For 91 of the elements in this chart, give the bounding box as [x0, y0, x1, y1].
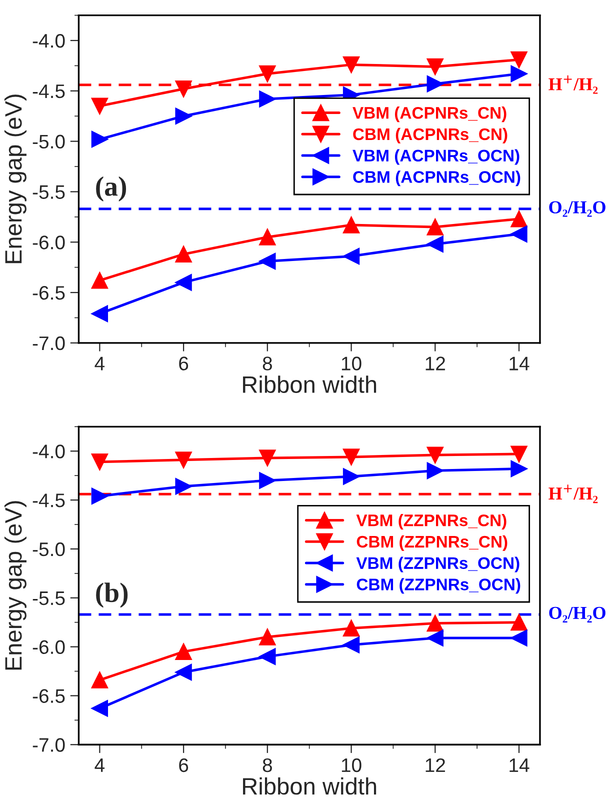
y-tick-label: -5.5 — [32, 592, 65, 606]
y-tick-label: -4.5 — [32, 84, 65, 98]
x-axis-title: Ribbon width — [243, 777, 376, 795]
x-tick-label: 10 — [342, 758, 362, 772]
point — [510, 210, 528, 228]
legend-label: VBM (ZZPNRs_CN) — [356, 514, 506, 530]
point — [175, 664, 192, 681]
point — [426, 236, 444, 252]
point — [342, 56, 360, 74]
x-tick-label: 6 — [179, 356, 188, 370]
point — [342, 468, 360, 485]
legend-label: CBM (ZZPNRs_OCN) — [356, 578, 520, 594]
point — [175, 246, 192, 263]
point — [91, 272, 108, 289]
y-tick-label: -5.0 — [32, 542, 65, 556]
point — [91, 488, 108, 504]
ref-line-label: O₂/H₂O — [549, 201, 606, 217]
y-tick-label: -6.0 — [32, 640, 65, 654]
y-tick-label: -5.5 — [32, 185, 65, 199]
x-tick-label: 6 — [179, 758, 188, 772]
x-tick-label: 12 — [426, 356, 445, 370]
x-tick-label: 8 — [262, 356, 272, 370]
x-tick-label: 4 — [94, 758, 105, 772]
ref-line-label: H$^{+}$/H₂ — [548, 75, 598, 94]
point — [175, 274, 192, 291]
point — [175, 108, 192, 124]
point — [426, 614, 444, 632]
point — [426, 462, 444, 480]
y-axis-title: Energy gap (eV) — [4, 501, 26, 670]
point — [259, 648, 276, 665]
point — [91, 305, 108, 322]
y-tick-label: -7.0 — [32, 336, 65, 350]
x-tick-label: 8 — [262, 758, 272, 772]
point — [510, 446, 528, 462]
legend-label: CBM (ACPNRs_OCN) — [353, 170, 520, 186]
legend-label: CBM (ZZPNRs_CN) — [356, 535, 508, 551]
point — [175, 452, 192, 468]
legend-label: CBM (ACPNRs_CN) — [353, 128, 508, 144]
point — [426, 630, 444, 646]
point — [259, 450, 276, 466]
annotation: (b) — [96, 582, 128, 608]
y-tick-label: -7.0 — [32, 738, 65, 752]
point — [426, 76, 444, 92]
y-tick-label: -4.0 — [32, 34, 65, 48]
point — [259, 90, 276, 108]
point — [426, 58, 444, 76]
point — [342, 620, 360, 637]
point — [91, 672, 108, 688]
point — [259, 65, 276, 82]
annotation: (a) — [96, 176, 126, 202]
point — [175, 643, 192, 660]
point — [510, 630, 528, 646]
point — [175, 478, 192, 495]
point — [510, 65, 528, 82]
point — [259, 228, 276, 246]
y-tick-label: -5.0 — [32, 134, 65, 149]
legend-label: VBM (ACPNRs_CN) — [352, 106, 506, 122]
point — [91, 454, 108, 470]
x-tick-label: 4 — [94, 356, 105, 370]
point — [91, 98, 108, 114]
point — [426, 446, 444, 464]
point — [510, 460, 528, 478]
point — [342, 448, 360, 466]
legend-label: VBM (ZZPNRs_OCN) — [356, 556, 520, 572]
x-tick-label: 14 — [510, 758, 530, 772]
point — [259, 628, 276, 646]
x-tick-label: 14 — [510, 356, 530, 370]
y-tick-label: -6.5 — [32, 286, 65, 300]
y-axis-title: Energy gap (eV) — [4, 94, 26, 264]
y-tick-label: -6.5 — [32, 689, 65, 703]
point — [342, 248, 360, 265]
point — [342, 216, 360, 234]
point — [342, 636, 360, 654]
point — [426, 218, 444, 236]
point — [259, 472, 276, 489]
legend-label: VBM (ACPNRs_OCN) — [352, 149, 520, 165]
point — [259, 252, 276, 270]
point — [91, 700, 108, 717]
x-axis-title: Ribbon width — [243, 376, 376, 393]
x-tick-label: 10 — [342, 356, 362, 370]
x-tick-label: 12 — [426, 758, 445, 772]
y-tick-label: -6.0 — [32, 236, 65, 250]
point — [510, 226, 528, 242]
ref-line-label: O₂/H₂O — [549, 606, 606, 622]
point — [510, 614, 528, 631]
point — [175, 80, 192, 98]
y-tick-label: -4.5 — [32, 494, 65, 508]
y-tick-label: -4.0 — [32, 444, 65, 458]
point — [91, 130, 108, 148]
ref-line-label: H$^{+}$/H₂ — [548, 484, 598, 504]
point — [510, 51, 528, 68]
